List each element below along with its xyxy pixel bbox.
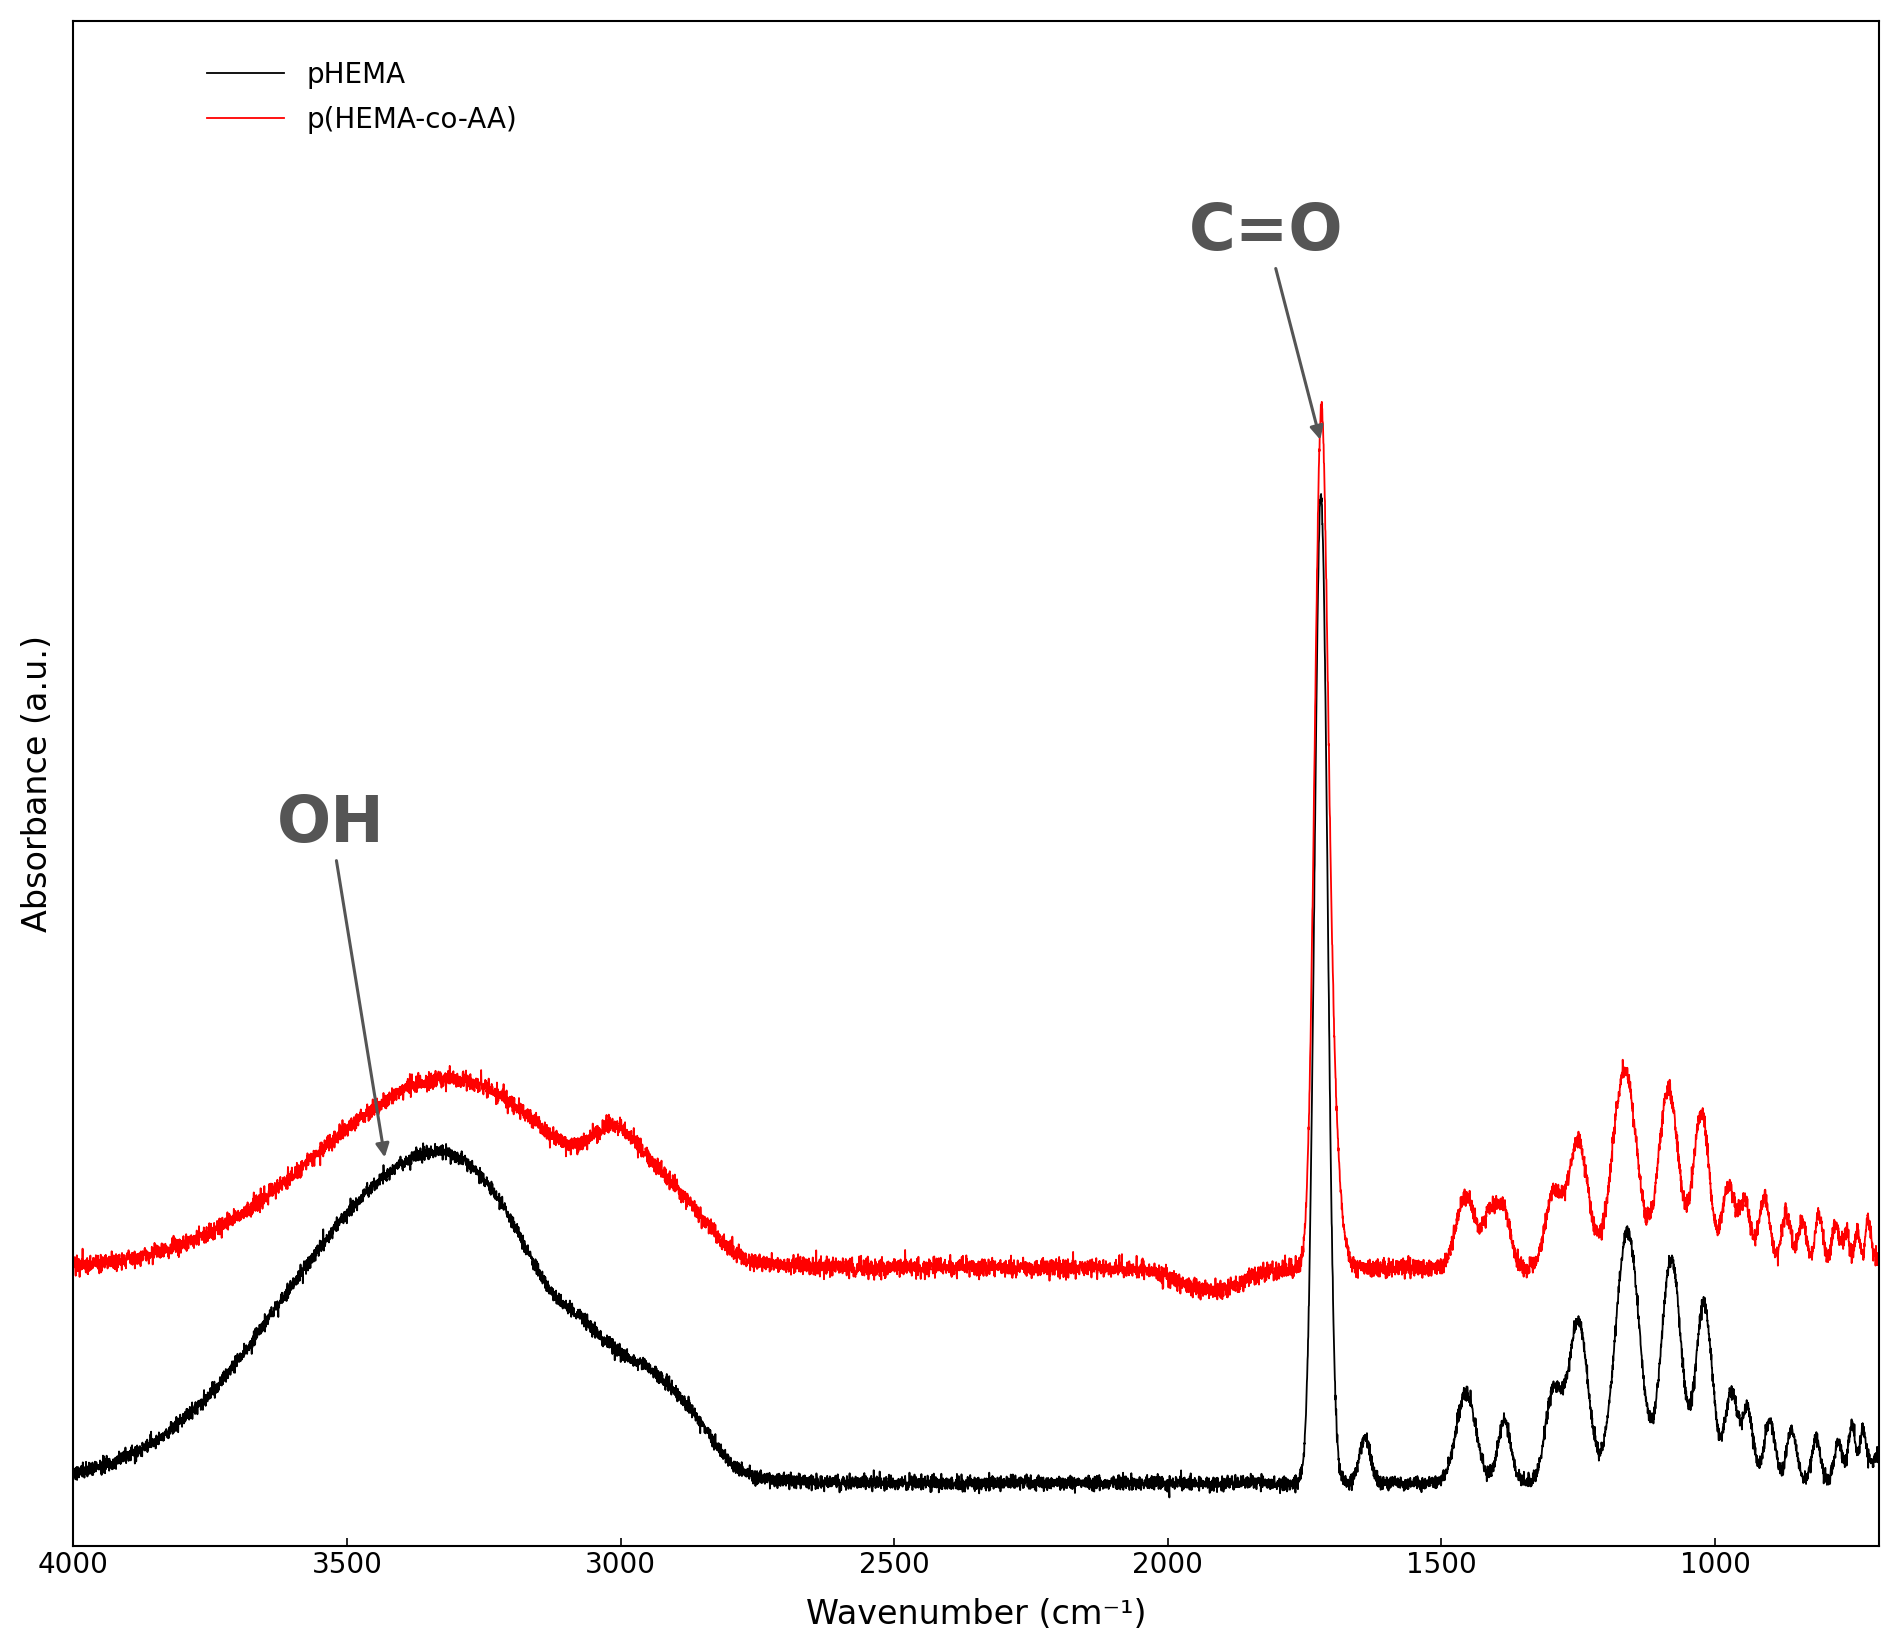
p(HEMA-co-AA)	[703, 1222, 726, 1242]
pHEMA	[703, 1441, 726, 1460]
pHEMA	[1157, 1487, 1180, 1507]
pHEMA	[507, 1224, 530, 1244]
pHEMA	[410, 1146, 433, 1166]
Text: OH: OH	[277, 793, 388, 1155]
p(HEMA-co-AA)	[1776, 1206, 1799, 1226]
pHEMA	[1776, 1436, 1799, 1455]
Text: C=O: C=O	[1189, 202, 1343, 436]
p(HEMA-co-AA)	[1189, 1290, 1212, 1310]
pHEMA	[34, 1470, 57, 1490]
X-axis label: Wavenumber (cm⁻¹): Wavenumber (cm⁻¹)	[806, 1597, 1146, 1631]
pHEMA	[1309, 484, 1332, 504]
pHEMA	[1205, 1470, 1227, 1490]
pHEMA	[1868, 1444, 1890, 1464]
p(HEMA-co-AA)	[1311, 392, 1334, 411]
p(HEMA-co-AA)	[34, 1259, 57, 1279]
Legend: pHEMA, p(HEMA-co-AA): pHEMA, p(HEMA-co-AA)	[196, 50, 528, 145]
Line: p(HEMA-co-AA): p(HEMA-co-AA)	[46, 401, 1879, 1300]
p(HEMA-co-AA)	[410, 1070, 433, 1090]
p(HEMA-co-AA)	[783, 1264, 806, 1284]
Line: pHEMA: pHEMA	[46, 494, 1879, 1497]
p(HEMA-co-AA)	[507, 1099, 530, 1118]
p(HEMA-co-AA)	[1868, 1239, 1890, 1259]
pHEMA	[783, 1472, 806, 1492]
Y-axis label: Absorbance (a.u.): Absorbance (a.u.)	[21, 634, 53, 932]
p(HEMA-co-AA)	[1205, 1277, 1227, 1297]
